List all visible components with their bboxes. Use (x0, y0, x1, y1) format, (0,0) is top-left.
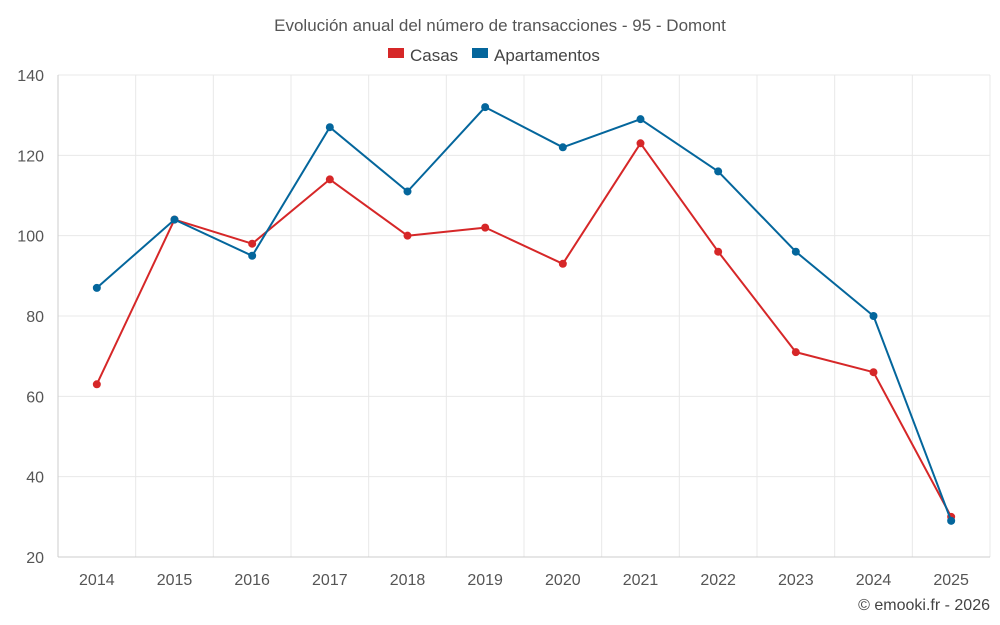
series-line (96, 106, 953, 522)
x-tick-label: 2020 (545, 572, 581, 589)
legend-label-casas[interactable]: Casas (410, 46, 458, 65)
x-tick-label: 2014 (79, 572, 115, 589)
y-tick-label: 40 (26, 470, 44, 487)
y-tick-label: 120 (17, 148, 44, 165)
data-point[interactable] (869, 368, 878, 377)
legend-label-apartamentos[interactable]: Apartamentos (494, 46, 600, 65)
x-tick-label: 2021 (623, 572, 659, 589)
data-point[interactable] (714, 247, 723, 256)
series-line (95, 142, 953, 518)
series-casas (92, 139, 956, 521)
legend: Casas Apartamentos (388, 46, 600, 65)
legend-swatch-apartamentos (472, 48, 488, 58)
data-point[interactable] (403, 231, 412, 240)
data-point[interactable] (714, 167, 723, 176)
x-tick-label: 2017 (312, 572, 348, 589)
data-point[interactable] (248, 251, 257, 260)
data-point[interactable] (636, 115, 645, 124)
x-tick-label: 2024 (856, 572, 892, 589)
x-tick-label: 2019 (467, 572, 503, 589)
data-point[interactable] (636, 139, 645, 148)
series (92, 103, 956, 525)
x-tick-label: 2023 (778, 572, 814, 589)
credit-text: © emooki.fr - 2026 (858, 597, 990, 614)
x-tick-label: 2022 (700, 572, 736, 589)
series-apartamentos (92, 103, 956, 525)
data-point[interactable] (558, 143, 567, 152)
y-axis-ticks: 20 40 60 80 100 120 140 (17, 68, 44, 567)
data-point[interactable] (403, 187, 412, 196)
data-point[interactable] (170, 215, 179, 224)
x-axis-ticks: 2014 2015 2016 2017 2018 2019 2020 2021 2022 2023… (79, 572, 969, 589)
y-tick-label: 100 (17, 229, 44, 246)
data-point[interactable] (947, 516, 956, 525)
chart-title: Evolución anual del número de transaccio… (274, 16, 726, 35)
data-point[interactable] (325, 123, 334, 132)
x-tick-label: 2025 (933, 572, 969, 589)
data-point[interactable] (791, 247, 800, 256)
data-point[interactable] (481, 223, 490, 232)
y-tick-label: 140 (17, 68, 44, 85)
data-point[interactable] (92, 380, 101, 389)
data-point[interactable] (92, 283, 101, 292)
gridlines (57, 74, 991, 558)
x-tick-label: 2015 (157, 572, 193, 589)
x-tick-label: 2018 (390, 572, 426, 589)
data-point[interactable] (248, 239, 257, 248)
data-point[interactable] (325, 175, 334, 184)
x-tick-label: 2016 (234, 572, 270, 589)
axes (57, 75, 990, 558)
legend-swatch-casas (388, 48, 404, 58)
data-point[interactable] (481, 103, 490, 112)
data-point[interactable] (791, 348, 800, 357)
y-tick-label: 20 (26, 550, 44, 567)
y-tick-label: 80 (26, 309, 44, 326)
data-point[interactable] (869, 312, 878, 320)
y-tick-label: 60 (26, 389, 44, 406)
data-point[interactable] (558, 259, 567, 268)
